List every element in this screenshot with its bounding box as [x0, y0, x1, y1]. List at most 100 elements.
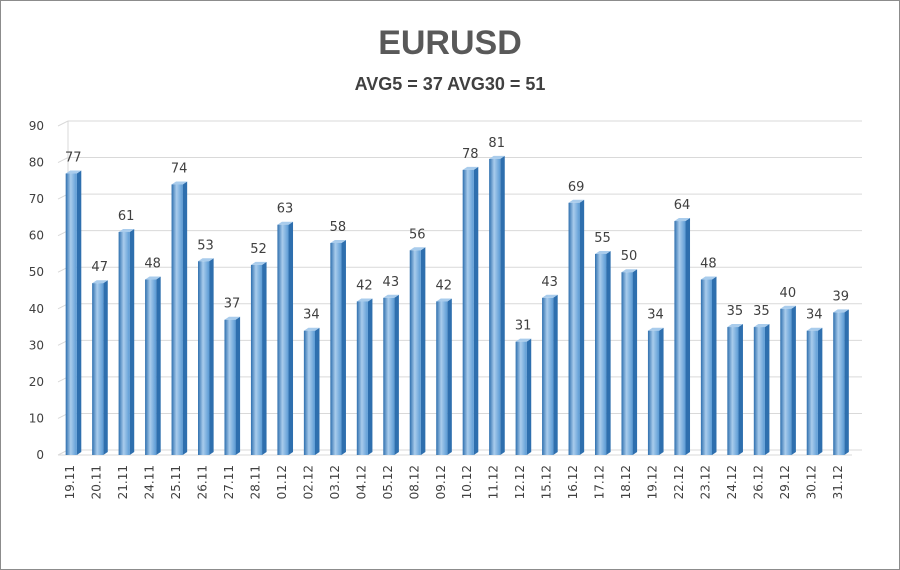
x-tick-label: 25.11 [169, 465, 183, 499]
bar-top [145, 276, 161, 280]
data-label: 48 [144, 257, 161, 272]
bar-front [806, 330, 818, 455]
bar-side [341, 239, 346, 455]
y-tick-label: 10 [29, 411, 44, 425]
y-tick-label: 30 [29, 338, 44, 352]
bar-front [330, 242, 342, 455]
bar [171, 181, 188, 455]
bar-side [394, 294, 399, 455]
bar-side [156, 276, 161, 455]
bar-side [209, 258, 214, 455]
data-label: 35 [753, 304, 770, 319]
bar [198, 258, 214, 455]
bar-top [700, 276, 717, 280]
bar [330, 239, 346, 455]
bar-side [235, 316, 241, 455]
bar-side [791, 305, 796, 455]
bar-top [118, 229, 135, 233]
bar-side [262, 261, 267, 455]
bar [462, 166, 479, 455]
bar-front [621, 272, 633, 455]
bar-top [436, 298, 452, 302]
bar-side [288, 221, 294, 455]
bar-top [595, 250, 611, 254]
data-label: 63 [277, 202, 294, 217]
bar-side [659, 327, 664, 455]
bar [92, 280, 108, 455]
y-tick-label: 0 [36, 448, 44, 462]
x-tick-label: 08.12 [407, 465, 421, 499]
bar-side [129, 229, 135, 455]
data-label: 37 [224, 297, 241, 312]
data-label: 77 [65, 151, 82, 166]
bar-side [764, 324, 770, 455]
bar-top [753, 324, 770, 328]
bar [515, 338, 532, 455]
bar-front [145, 279, 157, 455]
bar-top [727, 324, 743, 328]
data-label: 35 [727, 304, 744, 319]
x-tick-label: 05.12 [381, 465, 395, 499]
bar-top [409, 247, 426, 251]
data-label: 69 [568, 180, 585, 195]
bar [595, 250, 611, 455]
data-label: 53 [197, 238, 214, 253]
data-label: 47 [91, 260, 108, 275]
bar-top [250, 261, 267, 265]
bar-top [542, 294, 558, 298]
bar-side [500, 155, 505, 455]
bar-side [473, 166, 479, 455]
bar-top [383, 294, 399, 298]
bar-front [780, 308, 792, 455]
data-label: 43 [541, 275, 558, 290]
bar [542, 294, 558, 455]
bar [436, 298, 452, 455]
data-label: 52 [250, 242, 267, 257]
x-tick-label: 29.12 [778, 465, 792, 499]
bar [700, 276, 717, 455]
y-tick-label: 50 [29, 265, 44, 279]
bar [409, 247, 426, 455]
y-tick-label: 80 [29, 156, 44, 170]
bar [250, 261, 267, 455]
bar-side [579, 199, 585, 455]
bar-front [250, 264, 263, 455]
bar-front [489, 158, 501, 455]
bar-side [420, 247, 426, 455]
bar-front [303, 330, 315, 455]
bar-side [711, 276, 717, 455]
bar-top [198, 258, 214, 262]
bar-top [489, 155, 505, 159]
x-tick-label: 21.11 [116, 465, 130, 499]
bar [568, 199, 585, 455]
bar [383, 294, 399, 455]
bar-top [515, 338, 532, 342]
chart-subtitle: AVG5 = 37 AVG30 = 51 [354, 74, 546, 94]
x-tick-label: 20.11 [90, 465, 104, 499]
x-tick-label: 24.11 [143, 465, 157, 499]
data-label: 31 [515, 319, 532, 334]
y-tick-label: 20 [29, 375, 44, 389]
data-label: 58 [330, 220, 347, 235]
bar [145, 276, 161, 455]
data-label: 39 [832, 289, 849, 304]
bar-side [526, 338, 532, 455]
x-tick-label: 03.12 [328, 465, 342, 499]
bar-front [224, 319, 236, 455]
x-tick-label: 26.12 [751, 465, 765, 499]
bar [489, 155, 505, 455]
bar [118, 229, 135, 455]
y-tick-label: 90 [29, 119, 44, 133]
bar-side [738, 324, 743, 455]
bar-side [817, 327, 823, 455]
x-tick-label: 11.12 [487, 465, 501, 499]
x-tick-label: 30.12 [804, 465, 818, 499]
bar-side [685, 218, 691, 455]
bar [806, 327, 823, 455]
bar-top [780, 305, 796, 309]
x-tick-label: 26.11 [196, 465, 210, 499]
data-label: 61 [118, 209, 135, 224]
bar-top [621, 269, 638, 273]
bar-front [727, 327, 739, 455]
